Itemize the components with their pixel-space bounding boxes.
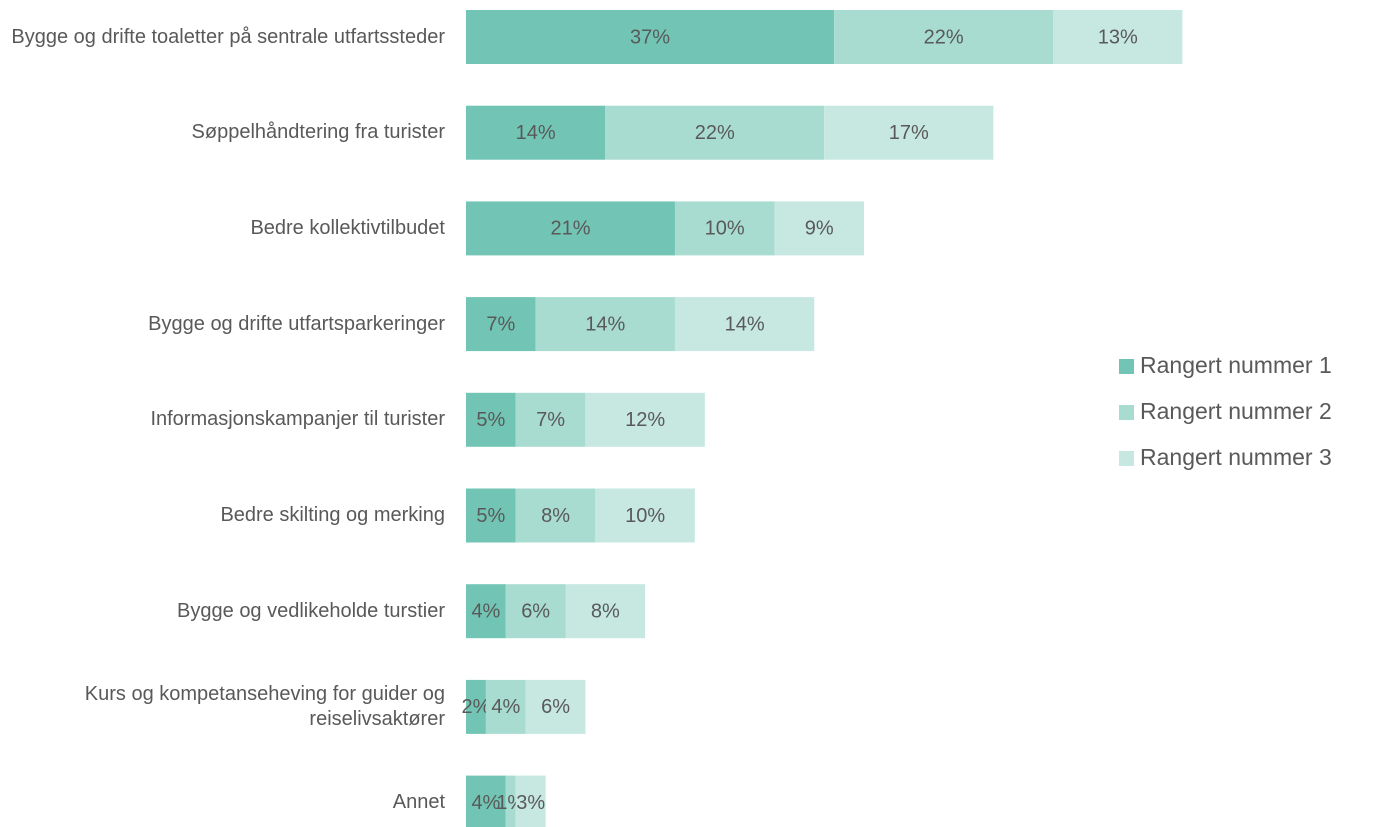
data-label: 4% — [471, 600, 500, 622]
legend-label: Rangert nummer 3 — [1140, 444, 1332, 470]
bar-segment — [674, 201, 775, 256]
data-label: 21% — [550, 218, 590, 240]
bar-segment — [565, 584, 646, 639]
data-label: 14% — [585, 313, 625, 335]
data-label: 7% — [536, 409, 565, 431]
bar-segment — [515, 488, 596, 543]
data-label: 6% — [541, 696, 570, 718]
bar-segment — [834, 10, 1054, 64]
legend-label: Rangert nummer 1 — [1140, 352, 1332, 378]
bar-segment — [485, 679, 526, 734]
data-label: 8% — [591, 600, 620, 622]
category-label: Bygge og vedlikeholde turstier — [177, 599, 445, 622]
bar-segment — [466, 10, 835, 64]
data-label: 6% — [521, 600, 550, 622]
data-label: 12% — [625, 409, 665, 431]
data-label: 10% — [625, 505, 665, 527]
data-label: 14% — [516, 122, 556, 144]
data-label: 4% — [491, 696, 520, 718]
data-label: 22% — [695, 122, 735, 144]
category-label: Informasjonskampanjer til turister — [150, 408, 445, 431]
category-label: Bedre kollektivtilbudet — [250, 216, 445, 239]
legend-swatch — [1119, 359, 1134, 374]
data-label: 14% — [725, 313, 765, 335]
bar-segment — [525, 679, 586, 734]
bar-segment — [595, 488, 695, 543]
bar-segment — [466, 584, 506, 639]
bar-segment — [466, 105, 606, 160]
data-label: 5% — [476, 409, 505, 431]
bar-segment — [824, 105, 994, 160]
data-label: 4% — [471, 792, 500, 814]
data-label: 7% — [486, 313, 515, 335]
data-label: 2% — [461, 696, 490, 718]
legend-swatch — [1119, 405, 1134, 420]
data-label: 8% — [541, 505, 570, 527]
category-label: Bygge og drifte utfartsparkeringer — [148, 312, 445, 335]
bar-segment — [674, 297, 815, 352]
bar-segment — [505, 775, 516, 827]
legend-swatch — [1119, 451, 1134, 466]
bar-segment — [515, 392, 586, 447]
bar-segment — [466, 775, 506, 827]
data-label: 17% — [889, 122, 929, 144]
data-label: 13% — [1098, 26, 1138, 48]
data-label: 37% — [630, 26, 670, 48]
bar-segment — [1053, 10, 1183, 64]
category-label: Kurs og kompetanseheving for guider og r… — [84, 682, 445, 730]
data-label: 22% — [924, 26, 964, 48]
category-label: Annet — [392, 791, 445, 814]
bar-segment — [774, 201, 864, 256]
category-label: Bedre skilting og merking — [220, 504, 445, 526]
bar-segment — [515, 775, 546, 827]
bar-segment — [535, 297, 675, 352]
data-label: 5% — [476, 505, 505, 527]
legend-label: Rangert nummer 2 — [1140, 398, 1332, 424]
category-label: Bygge og drifte toaletter på sentrale ut… — [11, 25, 445, 48]
bar-segment — [466, 488, 516, 543]
category-label: Søppelhåndtering fra turister — [191, 121, 445, 144]
data-label: 10% — [705, 218, 745, 240]
bar-segment — [466, 392, 516, 447]
bar-segment — [466, 297, 536, 352]
data-label: 9% — [805, 218, 834, 240]
bar-segment — [605, 105, 825, 160]
bar-segment — [585, 392, 705, 447]
bar-segment — [466, 679, 486, 734]
bar-segment — [505, 584, 566, 639]
bar-segment — [466, 201, 675, 256]
data-label: 3% — [516, 792, 545, 814]
